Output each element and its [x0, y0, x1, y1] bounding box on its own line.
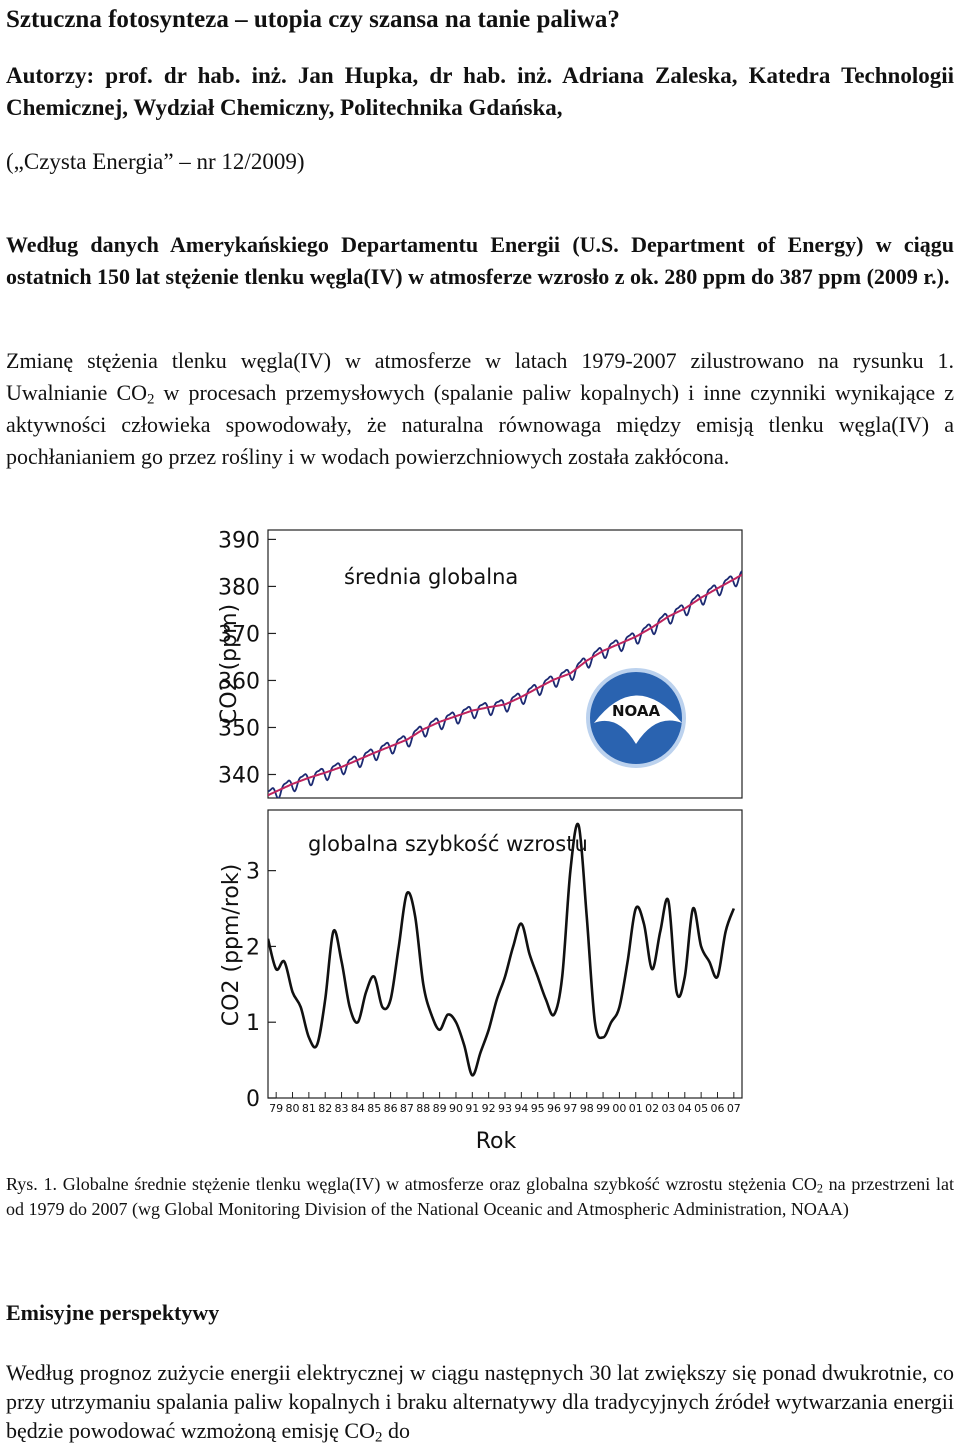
- subscript: 2: [375, 1429, 383, 1446]
- y-tick-label: 390: [218, 528, 260, 553]
- top-y-ticks: 340 350 360 370 380 390: [218, 528, 276, 788]
- x-tick-label: 89: [433, 1102, 447, 1115]
- x-tick-label: 84: [351, 1102, 365, 1115]
- x-tick-label: 85: [367, 1102, 381, 1115]
- paragraph-text: Zmianę stężenia tlenku węgla(IV) w atmos…: [6, 348, 954, 405]
- x-tick-label: 00: [612, 1102, 626, 1115]
- x-tick-label: 97: [563, 1102, 577, 1115]
- y-tick-label: 0: [246, 1087, 260, 1112]
- x-tick-label: 83: [335, 1102, 349, 1115]
- section-paragraph: Według prognoz zużycie energii elektrycz…: [6, 1358, 954, 1445]
- x-tick-label: 02: [645, 1102, 659, 1115]
- x-tick-label: 80: [286, 1102, 300, 1115]
- journal-reference: („Czysta Energia” – nr 12/2009): [6, 149, 305, 174]
- x-tick-label: 91: [465, 1102, 479, 1115]
- y-tick-label: 2: [246, 935, 260, 960]
- y-tick-label: 370: [218, 622, 260, 647]
- subscript: 2: [147, 391, 155, 408]
- bottom-y-axis-label: CO2 (ppm/rok): [219, 864, 244, 1026]
- top-y-axis-label: CO2 (ppm): [217, 604, 242, 724]
- x-tick-label: 96: [547, 1102, 561, 1115]
- x-tick-label: 01: [629, 1102, 643, 1115]
- article-title: Sztuczna fotosynteza – utopia czy szansa…: [6, 6, 620, 33]
- x-tick-label: 79: [269, 1102, 283, 1115]
- x-tick-label: 92: [482, 1102, 496, 1115]
- y-tick-label: 1: [246, 1011, 260, 1036]
- x-tick-label: 05: [694, 1102, 708, 1115]
- x-tick-label: 94: [514, 1102, 528, 1115]
- paragraph-text: do: [382, 1418, 410, 1443]
- intro-paragraph: Według danych Amerykańskiego Departament…: [6, 232, 954, 289]
- bottom-x-ticks: 79 80 81 82 83 84 85 86 87 88 89 90 91 92 93 94 95 96 97 98…: [269, 1092, 741, 1115]
- x-tick-label: 93: [498, 1102, 512, 1115]
- x-tick-label: 99: [596, 1102, 610, 1115]
- trend-co2-line: [268, 573, 742, 797]
- x-axis-label: Rok: [476, 1129, 517, 1154]
- paragraph-text: w procesach przemysłowych (spalanie pali…: [6, 380, 955, 469]
- section-heading: Emisyjne perspektywy: [6, 1300, 220, 1325]
- x-tick-label: 06: [710, 1102, 724, 1115]
- x-tick-label: 82: [318, 1102, 332, 1115]
- x-tick-label: 87: [400, 1102, 414, 1115]
- x-tick-label: 95: [531, 1102, 545, 1115]
- top-panel-title: średnia globalna: [344, 565, 518, 589]
- x-tick-label: 04: [678, 1102, 692, 1115]
- figure-caption: Rys. 1. Globalne średnie stężenie tlenku…: [6, 1172, 954, 1222]
- y-tick-label: 360: [218, 669, 260, 694]
- top-panel-frame: [267, 529, 743, 799]
- x-tick-label: 88: [416, 1102, 430, 1115]
- caption-text: Rys. 1. Globalne średnie stężenie tlenku…: [6, 1174, 817, 1194]
- caption-text: na przestrzeni lat od 1979 do 2007 (wg G…: [6, 1174, 955, 1219]
- x-tick-label: 07: [727, 1102, 741, 1115]
- paragraph-text: Według prognoz zużycie energii elektrycz…: [6, 1360, 954, 1443]
- x-tick-label: 90: [449, 1102, 463, 1115]
- bottom-y-ticks: 0 1 2 3: [246, 860, 276, 1112]
- x-tick-label: 03: [661, 1102, 675, 1115]
- x-tick-label: 81: [302, 1102, 316, 1115]
- noaa-logo-text: NOAA: [612, 702, 661, 720]
- noaa-logo: NOAA: [586, 668, 686, 768]
- subscript: 2: [816, 1181, 823, 1196]
- x-tick-label: 98: [580, 1102, 594, 1115]
- growth-rate-line: [268, 822, 736, 1077]
- figure-co2: 340 350 360 370 380 390 średnia globalna CO2 …: [6, 518, 954, 1168]
- y-tick-label: 380: [218, 575, 260, 600]
- y-tick-label: 340: [218, 763, 260, 788]
- body-paragraph: Zmianę stężenia tlenku węgla(IV) w atmos…: [6, 345, 954, 473]
- y-tick-label: 3: [246, 860, 260, 885]
- bottom-panel-title: globalna szybkość wzrostu: [308, 832, 588, 856]
- y-tick-label: 350: [218, 716, 260, 741]
- x-tick-label: 86: [384, 1102, 398, 1115]
- authors-line: Autorzy: prof. dr hab. inż. Jan Hupka, d…: [6, 63, 954, 120]
